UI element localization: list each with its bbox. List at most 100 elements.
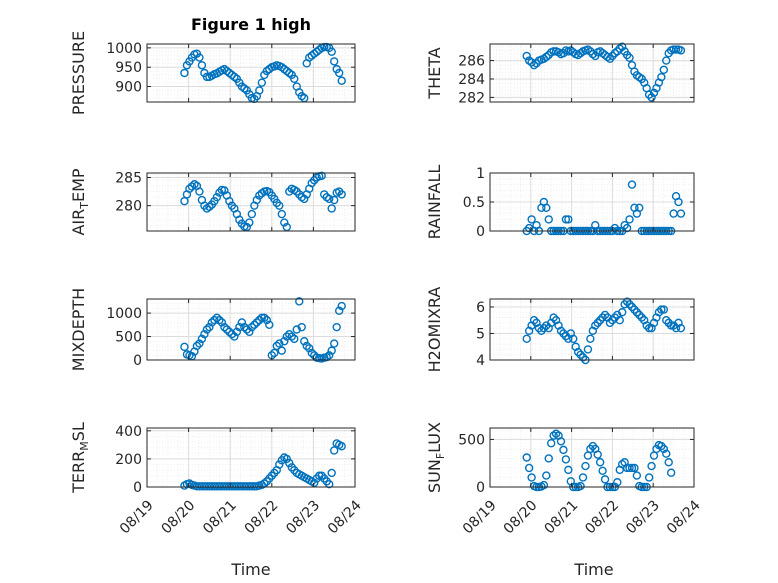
- y-tick-label: 282: [458, 90, 485, 106]
- data-point: [285, 458, 294, 468]
- data-point: [524, 463, 534, 473]
- y-tick-label: 6: [476, 300, 485, 316]
- data-point: [647, 93, 656, 102]
- plot-area: [490, 428, 694, 487]
- y-tick-label: 285: [115, 171, 142, 187]
- data-point: [537, 326, 546, 336]
- data-point: [573, 347, 583, 357]
- data-point: [581, 461, 590, 471]
- data-point: [270, 348, 279, 358]
- y-tick-label: 0: [476, 224, 485, 240]
- data-point: [245, 218, 254, 227]
- data-point: [337, 301, 346, 311]
- data-point: [561, 455, 571, 464]
- data-point: [662, 56, 671, 65]
- y-axis-label-rest: SL: [69, 422, 88, 441]
- y-axis-label-main: H2OMIXRA: [425, 287, 444, 373]
- data-point: [676, 46, 686, 55]
- data-point: [282, 454, 291, 464]
- data-point: [192, 341, 202, 351]
- data-point: [632, 471, 642, 480]
- data-point: [605, 318, 615, 328]
- data-point: [662, 449, 671, 458]
- data-point: [542, 203, 551, 213]
- data-point: [207, 318, 217, 327]
- data-point: [600, 475, 610, 484]
- data-point: [576, 350, 585, 359]
- axes-box: [489, 427, 695, 488]
- y-axis-label: RAINFALL: [425, 165, 444, 240]
- data-point: [212, 193, 222, 202]
- data-point: [662, 316, 671, 325]
- data-point: [275, 460, 284, 469]
- x-tick-label: 08/19: [117, 497, 157, 537]
- data-point: [549, 431, 558, 440]
- data-point: [676, 323, 686, 333]
- data-point: [180, 342, 189, 352]
- data-point: [676, 209, 686, 218]
- x-tick-label: 08/22: [242, 497, 282, 537]
- data-point: [657, 305, 666, 314]
- data-point: [625, 215, 634, 224]
- data-point: [327, 468, 336, 478]
- panel-h2omixra: 4 5 6 H2OMIXRA: [425, 287, 695, 373]
- y-tick-label: 500: [115, 330, 142, 346]
- y-tick-label: 4: [476, 353, 485, 369]
- y-tick-label: 1000: [106, 41, 142, 57]
- panel-air_temp: 280 285 AIRTEMP: [69, 168, 356, 236]
- x-tick-label: 08/23: [623, 497, 663, 537]
- data-point: [282, 332, 291, 341]
- axes-box: [146, 298, 356, 361]
- data-point: [317, 171, 326, 181]
- data-point: [300, 194, 309, 204]
- data-point: [257, 78, 267, 87]
- data-point: [200, 329, 209, 339]
- data-point: [617, 308, 627, 317]
- plot-area: [147, 44, 355, 102]
- data-point: [227, 329, 237, 339]
- y-tick-label: 1000: [106, 306, 142, 322]
- data-point: [527, 473, 536, 482]
- y-tick-label: 500: [458, 432, 485, 448]
- data-point: [598, 313, 607, 322]
- y-axis-label-rest: EMP: [69, 168, 88, 202]
- data-point: [534, 323, 544, 333]
- panel-rainfall: 0 0.5 1 RAINFALL: [425, 165, 695, 240]
- data-point: [664, 458, 673, 467]
- data-point: [292, 325, 301, 334]
- data-point: [185, 184, 194, 193]
- data-point: [325, 351, 334, 360]
- data-point: [647, 461, 656, 471]
- data-point: [255, 86, 264, 95]
- data-point: [644, 473, 654, 482]
- data-point: [539, 480, 549, 490]
- data-point: [305, 344, 314, 353]
- data-point: [635, 310, 644, 320]
- data-point: [330, 57, 339, 66]
- data-point: [632, 308, 642, 317]
- y-axis-label-main: AIR: [69, 209, 88, 236]
- data-point: [280, 337, 289, 346]
- data-point: [210, 315, 219, 325]
- y-tick-label: 200: [115, 452, 142, 468]
- data-point: [260, 313, 269, 322]
- data-point: [242, 325, 252, 334]
- data-point: [617, 42, 627, 51]
- data-point: [522, 334, 531, 343]
- panel-mixdepth: 0 500 1000 MIXDEPTH: [69, 288, 356, 371]
- data-point: [252, 318, 262, 327]
- data-point: [187, 182, 197, 191]
- y-axis-label: TERRMSL: [69, 422, 91, 494]
- data-point: [625, 53, 634, 63]
- data-point: [330, 339, 339, 348]
- data-point: [337, 76, 346, 85]
- data-point: [630, 305, 639, 314]
- data-point: [527, 215, 536, 224]
- data-point: [255, 191, 264, 200]
- x-axis-label-right: Time: [573, 560, 613, 579]
- x-tick-label: 08/20: [159, 497, 199, 537]
- data-point: [247, 209, 257, 219]
- data-point: [197, 334, 207, 344]
- data-point: [674, 197, 683, 207]
